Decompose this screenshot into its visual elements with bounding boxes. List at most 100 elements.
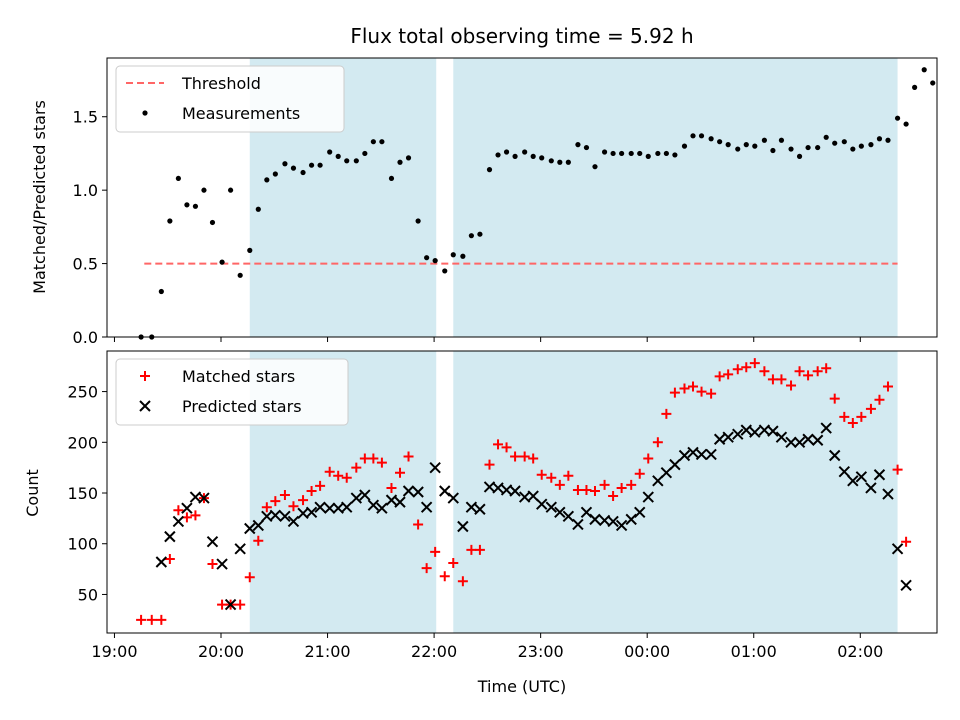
legend-measurements-swatch: [142, 110, 148, 116]
matched-stars-point-25: [351, 462, 362, 473]
matched-stars-point-27: [368, 453, 379, 464]
measurements-point-65: [708, 136, 714, 142]
matched-stars-point-74: [786, 380, 797, 391]
matched-stars-point-41: [493, 439, 504, 450]
measurements-point-17: [282, 161, 288, 167]
measurements-point-86: [894, 115, 901, 121]
matched-stars-point-80: [839, 411, 850, 422]
predicted-stars-point-79: [847, 475, 859, 487]
matched-stars-point-37: [457, 576, 468, 587]
predicted-stars-point-44: [536, 498, 548, 510]
matched-stars-point-13: [244, 572, 255, 583]
matched-stars-point-59: [652, 437, 663, 448]
predicted-stars-point-82: [873, 469, 886, 481]
predicted-stars-point-32: [429, 461, 441, 474]
matched-stars-point-62: [679, 383, 690, 394]
matched-stars-point-49: [563, 470, 574, 481]
measurements-point-89: [921, 67, 927, 73]
predicted-stars-point-62: [695, 448, 708, 461]
matched-stars-point-50: [572, 484, 583, 495]
predicted-stars-point-27: [385, 494, 398, 506]
measurements-point-23: [335, 153, 341, 159]
predicted-stars-point-16: [287, 515, 300, 528]
predicted-stars-point-33: [439, 485, 451, 497]
matched-stars-point-30: [395, 467, 406, 478]
x-tick-label-1: 19:00: [91, 642, 137, 661]
predicted-stars-point-84: [891, 543, 904, 555]
measurements-point-53: [601, 149, 608, 155]
measurements-point-90: [930, 80, 936, 86]
predicted-stars-point-22: [341, 501, 353, 513]
matched-stars-point-47: [546, 472, 557, 483]
predicted-stars-point-3: [172, 515, 185, 528]
predicted-stars-point-9: [224, 598, 237, 611]
matched-stars-point-16: [270, 496, 281, 507]
ratio-y-tick-label-3: 1.0: [73, 181, 98, 200]
matched-stars-point-83: [865, 403, 876, 414]
matched-stars-point-75: [794, 366, 805, 377]
measurements-point-14: [255, 206, 261, 212]
matched-stars-point-78: [821, 363, 832, 374]
measurements-point-31: [405, 155, 412, 161]
predicted-stars-point-50: [589, 513, 601, 526]
measurements-point-54: [610, 150, 616, 157]
count-y-tick-label-5: 250: [67, 383, 98, 402]
measurements-point-55: [619, 150, 625, 157]
measurements-point-12: [237, 272, 243, 278]
measurements-point-47: [548, 158, 554, 164]
matched-stars-point-19: [298, 495, 309, 506]
matched-stars-point-44: [519, 451, 530, 462]
measurements-point-29: [388, 175, 395, 182]
matched-stars-point-14: [253, 535, 264, 546]
predicted-stars-point-34: [447, 492, 459, 504]
predicted-stars-point-66: [732, 428, 744, 440]
matched-stars-point-12: [235, 599, 246, 610]
predicted-stars-series: [155, 422, 912, 611]
predicted-stars-point-30: [412, 486, 424, 498]
predicted-stars-point-28: [394, 496, 406, 508]
legend-matched-stars-label: Matched stars: [182, 367, 295, 386]
predicted-stars-point-24: [359, 489, 371, 501]
measurements-point-8: [201, 187, 207, 193]
matched-stars-point-46: [536, 469, 547, 480]
matched-stars-point-31: [403, 451, 414, 462]
measurements-point-69: [743, 142, 749, 148]
count-y-tick-label-2: 100: [67, 535, 98, 554]
predicted-stars-point-26: [376, 502, 388, 514]
predicted-stars-point-80: [855, 471, 868, 483]
matched-stars-point-76: [803, 370, 814, 381]
ratio-y-label: Matched/Predicted stars: [30, 100, 49, 294]
measurements-point-60: [663, 150, 669, 157]
ratio-observing-windows: [249, 58, 898, 337]
matched-stars-point-84: [874, 394, 885, 405]
measurements-point-42: [503, 149, 510, 155]
matched-stars-point-51: [581, 484, 592, 495]
count-panel: 50 100 150 200 250 19:00 20:00 21:00 22:00 23:00…: [23, 350, 938, 661]
measurements-point-34: [432, 258, 438, 264]
matched-stars-point-29: [386, 482, 397, 493]
matched-stars-point-20: [306, 485, 317, 496]
predicted-stars-point-35: [457, 520, 469, 533]
matched-stars-point-18: [288, 501, 299, 512]
predicted-stars-point-83: [882, 488, 894, 500]
matched-stars-point-23: [333, 470, 344, 481]
measurements-point-70: [752, 143, 758, 149]
predicted-stars-point-4: [181, 502, 193, 514]
count-y-tick-label-1: 50: [78, 585, 98, 604]
measurements-point-43: [512, 153, 518, 159]
measurements-series: [138, 67, 936, 340]
predicted-stars-point-31: [420, 501, 433, 513]
predicted-stars-point-64: [713, 433, 726, 445]
measurements-point-62: [681, 143, 688, 149]
measurements-point-49: [565, 159, 571, 165]
count-legend-box: [115, 358, 349, 426]
predicted-stars-point-60: [678, 449, 691, 462]
measurements-point-18: [290, 165, 297, 171]
matched-stars-point-28: [376, 457, 387, 468]
measurements-point-13: [247, 247, 253, 253]
matched-stars-point-24: [341, 472, 352, 483]
legend-predicted-stars-label: Predicted stars: [182, 397, 302, 416]
predicted-stars-point-47: [562, 510, 575, 523]
measurements-point-19: [300, 169, 306, 176]
matched-stars-point-38: [466, 544, 477, 555]
